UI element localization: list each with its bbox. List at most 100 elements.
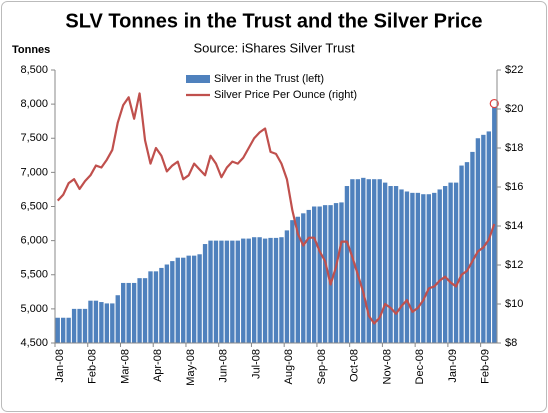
bar — [312, 206, 317, 343]
y-tick-label: 8,500 — [20, 64, 48, 76]
x-tick-label: Dec-08 — [414, 349, 426, 384]
bar — [246, 238, 251, 343]
bar — [104, 303, 110, 343]
bar — [415, 192, 421, 343]
bar — [159, 267, 164, 343]
bar — [404, 191, 410, 343]
bar — [437, 189, 442, 343]
bar — [88, 300, 93, 343]
bar — [66, 317, 71, 343]
x-tick-label: Jun-08 — [218, 349, 230, 383]
bar — [71, 308, 77, 343]
bar — [93, 300, 99, 343]
bar — [181, 257, 186, 343]
x-tick-label: Oct-08 — [349, 349, 361, 382]
y-tick-label: 7,500 — [20, 132, 48, 144]
bar — [131, 282, 137, 343]
bar — [470, 151, 475, 343]
bar — [142, 278, 148, 343]
y2-tick-label: $16 — [505, 181, 523, 193]
y2-tick-label: $22 — [505, 64, 523, 76]
bar — [115, 295, 120, 343]
bar — [453, 182, 459, 343]
highlight-marker — [489, 98, 499, 109]
bar — [273, 237, 279, 343]
bar — [399, 189, 404, 343]
bar — [317, 206, 322, 343]
x-tick-label: Mar-08 — [119, 349, 131, 384]
bar — [464, 162, 470, 343]
bar — [148, 271, 153, 343]
bar — [442, 186, 448, 343]
bar — [251, 237, 257, 343]
bar — [175, 257, 180, 343]
bar — [262, 238, 268, 343]
bar — [213, 240, 219, 343]
bar — [355, 179, 361, 343]
x-tick-label: Feb-08 — [87, 349, 99, 384]
bar — [121, 282, 126, 343]
y-tick-label: 5,000 — [20, 303, 48, 315]
bar — [230, 240, 235, 343]
bar — [350, 179, 355, 343]
y2-tick-label: $8 — [505, 337, 517, 349]
legend-label: Silver in the Trust (left) — [214, 73, 324, 85]
bar — [426, 194, 431, 343]
bar — [366, 179, 371, 343]
bar — [295, 216, 301, 343]
legend-swatch — [186, 75, 210, 83]
y-tick-label: 7,000 — [20, 166, 48, 178]
bar — [481, 134, 486, 343]
bar — [77, 308, 82, 343]
bar — [197, 254, 202, 343]
bar — [432, 192, 437, 343]
bar — [191, 255, 197, 343]
bar — [377, 179, 382, 343]
y2-tick-label: $12 — [505, 259, 523, 271]
y-tick-label: 6,500 — [20, 200, 48, 212]
x-tick-label: Sep-08 — [316, 349, 328, 384]
bar — [55, 317, 60, 343]
bar — [388, 186, 393, 343]
bar — [170, 261, 175, 343]
bar — [448, 182, 453, 343]
y-tick-label: 8,000 — [20, 98, 48, 110]
bar — [301, 213, 306, 343]
bar — [241, 238, 246, 343]
y2-tick-label: $20 — [505, 103, 523, 115]
bar — [99, 302, 104, 343]
y-tick-label: 4,500 — [20, 337, 48, 349]
bar — [153, 271, 159, 343]
bar — [333, 203, 339, 343]
bar — [279, 237, 284, 343]
x-tick-label: Apr-08 — [152, 349, 164, 382]
price-line — [56, 92, 496, 325]
x-tick-label: Nov-08 — [381, 349, 393, 384]
bar — [284, 230, 290, 343]
legend-box — [180, 70, 395, 104]
bar — [202, 244, 208, 343]
bar — [224, 240, 230, 343]
bar — [126, 282, 131, 343]
bar — [410, 192, 415, 343]
x-tick-label: Aug-08 — [283, 349, 295, 384]
x-tick-label: Jan-09 — [447, 349, 459, 383]
bar — [344, 186, 350, 343]
y2-tick-label: $14 — [505, 220, 523, 232]
bar — [219, 240, 224, 343]
x-tick-label: Feb-09 — [480, 349, 492, 384]
x-tick-label: Jul-08 — [250, 349, 262, 379]
bar — [322, 205, 328, 343]
bar — [459, 165, 464, 343]
y2-tick-label: $10 — [505, 298, 523, 310]
x-tick-label: May-08 — [185, 349, 197, 386]
chart-subtitle: Source: iShares Silver Trust — [193, 40, 355, 55]
bar — [421, 194, 426, 343]
y-tick-label: 5,500 — [20, 269, 48, 281]
bar — [137, 278, 142, 343]
y-axis-label: Tonnes — [12, 44, 50, 56]
x-tick-label: Jan-08 — [54, 349, 66, 383]
bar — [257, 237, 262, 343]
y-tick-label: 6,000 — [20, 235, 48, 247]
